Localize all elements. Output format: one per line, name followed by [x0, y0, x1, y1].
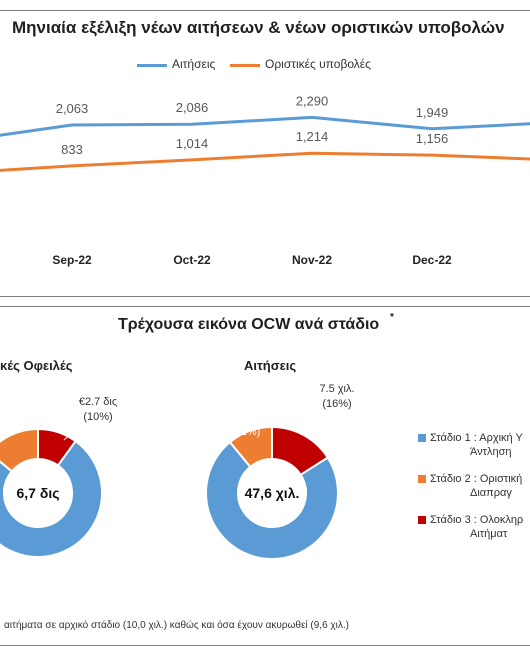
legend-label-final-submissions: Οριστικές υποβολές — [265, 57, 371, 71]
legend-stage1-line1: Στάδιο 1 : Αρχική Υ — [430, 432, 523, 444]
legend-swatch-stage1 — [418, 434, 426, 442]
slice-value-label: €2.7 δις — [79, 396, 117, 408]
legend-swatch-applications — [137, 64, 167, 67]
x-tick-label: Sep-22 — [52, 253, 92, 267]
slice-percent-label: (73%) — [281, 585, 310, 597]
series-line-1 — [0, 151, 530, 172]
footnote: αιτήματα σε αρχικό στάδιο (10,0 χιλ.) κα… — [4, 620, 349, 631]
data-label: 1,949 — [416, 105, 449, 120]
donut-right-subtitle: Αιτήσεις — [244, 358, 297, 373]
legend-label-applications: Αιτήσεις — [172, 57, 216, 71]
slice-percent-label: (16%) — [322, 398, 351, 410]
slice-percent-label: (76%) — [31, 584, 60, 596]
line-chart-panel — [0, 10, 530, 297]
slice-percent-label: (11%) — [232, 426, 261, 438]
data-label: 2,063 — [56, 101, 89, 116]
donut-slice-debts-stage1 — [0, 439, 103, 558]
donut-slice-applications-stage2 — [228, 425, 273, 469]
slice-percent-label: 4%) — [0, 419, 12, 431]
data-label: 1,214 — [296, 129, 329, 144]
donut-slice-applications-stage1 — [205, 440, 339, 560]
legend-swatch-final-submissions — [230, 64, 260, 67]
slice-percent-label: (10%) — [83, 411, 112, 423]
series-line-0 — [0, 115, 530, 137]
x-tick-label: Nov-22 — [292, 253, 332, 267]
donut-chart-title: Τρέχουσα εικόνα OCW ανά στάδιο — [118, 316, 380, 333]
data-label: 1,014 — [176, 136, 209, 151]
line-chart-plot: 2,063 2,086 2,290 1,949 833 1,014 1,214 1,156 Se… — [0, 93, 530, 267]
x-tick-label: Oct-22 — [173, 253, 211, 267]
data-label: 1,156 — [416, 131, 449, 146]
title-footnote-marker: * — [390, 312, 394, 323]
data-label: 2,086 — [176, 100, 209, 115]
slice-value-label: 34.6 χιλ. — [275, 570, 316, 582]
donut-center-label: 6,7 δις — [16, 485, 59, 501]
legend-swatch-stage3 — [418, 516, 426, 524]
legend-stage3-line1: Στάδιο 3 : Ολοκληρ — [430, 514, 524, 526]
line-chart-title: Μηνιαία εξέλιξη νέων αιτήσεων & νέων ορι… — [12, 18, 505, 37]
data-label: 2,290 — [296, 93, 329, 108]
slice-value-label: 7.5 χιλ. — [319, 383, 354, 395]
legend-swatch-stage2 — [418, 475, 426, 483]
legend-stage2-line2: Διαπραγ — [470, 487, 512, 499]
donut-center-label: 47,6 χιλ. — [245, 485, 300, 501]
data-label: 833 — [61, 142, 83, 157]
slice-value-label: 6 δις — [0, 404, 12, 416]
legend-stage2-line1: Στάδιο 2 : Οριστική — [430, 473, 523, 485]
legend-stage3-line2: Αιτήματ — [470, 528, 508, 540]
donut-slice-debts-stage2 — [0, 427, 39, 473]
x-tick-label: Dec-22 — [412, 253, 452, 267]
label-leader-line — [63, 421, 85, 441]
slice-value-label: €20.4 δις — [24, 569, 68, 581]
donut-left-subtitle: κές Οφειλές — [0, 358, 73, 373]
legend-stage1-line2: Άντληση — [470, 446, 512, 458]
slice-value-label: 5.4 χιλ. — [228, 411, 263, 423]
